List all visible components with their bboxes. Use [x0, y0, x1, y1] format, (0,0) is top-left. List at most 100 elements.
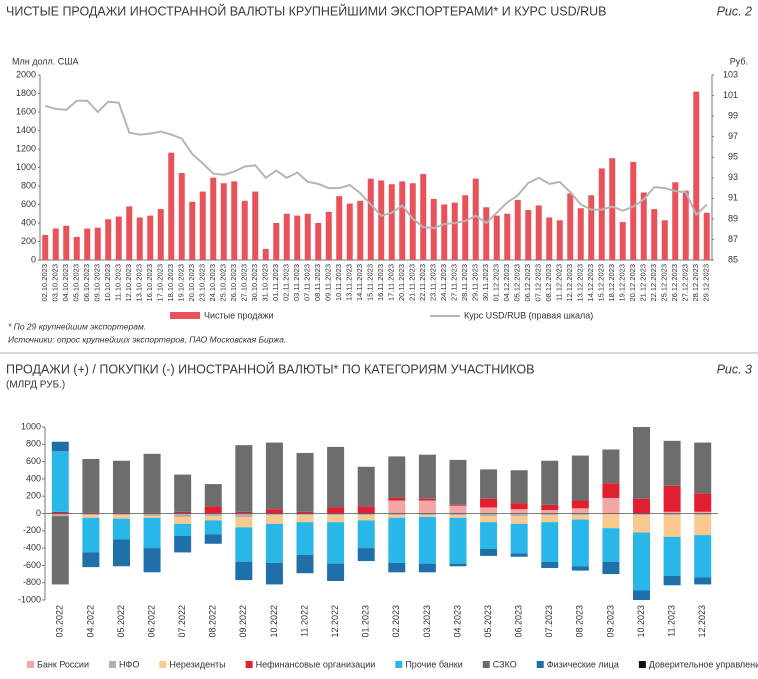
bar-segment [143, 517, 161, 549]
note: * По 29 крупнейшим экспортерам. [8, 321, 146, 331]
bar-segment [235, 511, 253, 514]
bar-segment [235, 527, 253, 562]
x-tick-label: 02.2023 [391, 605, 401, 638]
bar-segment [327, 513, 345, 516]
y2-tick-label: 91 [728, 193, 738, 203]
bar-segment [143, 548, 161, 573]
chart-subtitle: (МЛРД РУБ.) [6, 380, 65, 391]
bar [420, 173, 427, 260]
y-tick-label: -800 [23, 577, 41, 587]
bar [210, 177, 217, 260]
bar-segment [174, 511, 192, 514]
bar-segment [480, 469, 498, 499]
bar-segment [112, 460, 130, 513]
bar-segment [602, 497, 620, 514]
y2-tick-label: 103 [723, 69, 738, 79]
bar [441, 204, 448, 260]
bar-segment [480, 498, 498, 508]
x-tick-label: 29.11.2023 [471, 264, 480, 301]
x-tick-label: 13.12.2023 [576, 264, 585, 302]
bar [535, 205, 542, 260]
x-tick-label: 15.12.2023 [597, 264, 606, 302]
x-tick-label: 15.11.2023 [366, 264, 375, 301]
bar-segment [510, 516, 528, 524]
bar-segment [633, 427, 651, 499]
legend-swatch [109, 661, 116, 668]
y2-tick-label: 85 [728, 254, 738, 264]
bar-segment [327, 507, 345, 514]
bar-segment [265, 509, 283, 514]
x-tick-label: 11.10.2023 [114, 264, 123, 301]
bar-segment [694, 442, 712, 494]
bar-segment [357, 466, 375, 507]
y2-axis-label: Руб. [730, 56, 748, 66]
legend-swatch [245, 661, 253, 668]
bar-segment [204, 534, 222, 544]
bar-segment [694, 511, 712, 514]
x-tick-label: 03.11.2023 [292, 264, 301, 301]
bar-segment [174, 535, 192, 553]
bar-segment [694, 513, 712, 516]
bar-segment [82, 515, 100, 518]
x-tick-label: 23.11.2023 [429, 264, 438, 301]
y-tick-label: 0 [36, 508, 41, 518]
bar-segment [235, 513, 253, 517]
y-tick-label: 1000 [16, 162, 36, 172]
bar-segment [480, 516, 498, 523]
bar-segment [265, 523, 283, 563]
bar [588, 195, 595, 260]
bar-segment [82, 459, 100, 513]
bar [115, 216, 122, 260]
bar-segment [602, 514, 620, 529]
x-tick-label: 10.2022 [269, 605, 279, 638]
figure-label: Рис. 2 [717, 4, 752, 18]
bar-segment [449, 517, 467, 564]
bar-segment [541, 510, 559, 514]
y2-tick-label: 97 [728, 131, 738, 141]
chart-title: ПРОДАЖИ (+) / ПОКУПКИ (-) ИНОСТРАННОЙ ВА… [6, 361, 534, 376]
bar-segment [541, 513, 559, 516]
bar-segment [418, 500, 436, 514]
y-tick-label: -200 [23, 525, 41, 535]
y-tick-label: 600 [26, 456, 41, 466]
bar-segment [602, 483, 620, 498]
bar-segment [51, 516, 69, 585]
x-tick-label: 03.2022 [55, 605, 65, 638]
bar-segment [418, 515, 436, 517]
x-tick-label: 10.2023 [636, 605, 646, 638]
bar-segment [418, 454, 436, 499]
x-tick-label: 18.12.2023 [607, 264, 616, 302]
bar-segment [51, 513, 69, 517]
x-tick-label: 28.12.2023 [691, 264, 700, 302]
x-tick-label: 27.10.2023 [240, 264, 249, 302]
bar-segment [265, 515, 283, 524]
bar-segment [112, 513, 130, 516]
bar [493, 215, 500, 260]
bar-segment [174, 516, 192, 524]
bar-segment [449, 515, 467, 518]
bar-segment [602, 528, 620, 562]
legend-label: СЗКО [493, 659, 517, 669]
line [45, 99, 708, 230]
bar-segment [296, 555, 314, 574]
x-tick-label: 24.10.2023 [208, 264, 217, 302]
x-tick-label: 12.10.2023 [124, 264, 133, 302]
bar-segment [235, 516, 253, 528]
y-tick-label: 2000 [16, 69, 36, 79]
bar [472, 178, 479, 260]
bar [640, 192, 647, 260]
x-tick-label: 04.12.2023 [502, 264, 511, 302]
bar-segment [296, 511, 314, 514]
bar-segment [388, 513, 406, 516]
y2-tick-label: 89 [728, 213, 738, 223]
bar [514, 199, 521, 260]
bar [126, 206, 133, 260]
bar [283, 213, 290, 260]
bar-segment [388, 500, 406, 514]
bar-segment [510, 509, 528, 514]
bar [462, 195, 469, 260]
bar-segment [112, 512, 130, 514]
x-tick-label: 31.10.2023 [261, 264, 270, 302]
x-tick-label: 07.12.2023 [534, 264, 543, 302]
x-tick-label: 03.2023 [422, 605, 432, 638]
